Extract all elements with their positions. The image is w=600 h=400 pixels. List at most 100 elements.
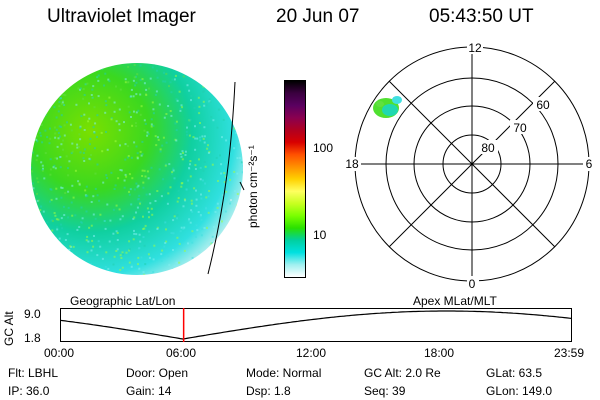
speckle-pixel (199, 122, 201, 124)
speckle-pixel (147, 133, 150, 135)
speckle-pixel (156, 228, 159, 230)
speckle-pixel (47, 261, 50, 264)
speckle-pixel (209, 101, 212, 103)
speckle-pixel (87, 240, 90, 243)
apex-mlat-mlt-label: Apex MLat/MLT (413, 294, 497, 308)
speckle-pixel (88, 226, 91, 229)
speckle-pixel (233, 147, 236, 150)
speckle-pixel (161, 144, 164, 147)
speckle-pixel (220, 265, 223, 268)
speckle-pixel (79, 126, 82, 129)
speckle-pixel (199, 139, 202, 142)
speckle-pixel (225, 190, 228, 193)
speckle-pixel (33, 228, 36, 230)
speckle-pixel (220, 172, 223, 175)
speckle-pixel (128, 240, 131, 243)
speckle-pixel (44, 152, 47, 155)
x-tick-18: 18:00 (424, 346, 455, 360)
polar-diagonal-2 (388, 80, 556, 248)
speckle-pixel (58, 237, 61, 240)
speckle-pixel (94, 217, 97, 220)
speckle-pixel (100, 131, 103, 134)
speckle-pixel (138, 247, 141, 250)
status-gain: Gain: 14 (126, 384, 172, 398)
x-tick-12: 12:00 (296, 346, 327, 360)
speckle-pixel (31, 224, 34, 227)
speckle-pixel (60, 125, 63, 128)
speckle-pixel (171, 171, 174, 174)
speckle-pixel (150, 166, 153, 169)
speckle-pixel (226, 260, 229, 263)
speckle-pixel (210, 242, 213, 245)
speckle-pixel (97, 74, 100, 77)
speckle-pixel (176, 214, 179, 217)
speckle-pixel (119, 268, 122, 271)
speckle-pixel (42, 117, 45, 120)
speckle-pixel (137, 109, 140, 112)
speckle-pixel (181, 106, 183, 109)
speckle-pixel (217, 180, 219, 182)
speckle-pixel (226, 103, 229, 106)
speckle-pixel (210, 267, 213, 270)
speckle-pixel (213, 257, 216, 260)
speckle-pixel (168, 163, 171, 166)
speckle-pixel (56, 259, 59, 261)
speckle-pixel (33, 77, 36, 80)
speckle-pixel (130, 265, 133, 268)
speckle-pixel (168, 85, 170, 88)
speckle-pixel (115, 230, 118, 233)
speckle-pixel (60, 114, 63, 117)
speckle-pixel (143, 273, 146, 275)
speckle-pixel (82, 73, 85, 75)
speckle-pixel (138, 194, 141, 197)
speckle-pixel (150, 125, 153, 128)
speckle-pixel (130, 88, 133, 91)
speckle-pixel (179, 230, 182, 233)
speckle-pixel (150, 207, 153, 210)
speckle-pixel (44, 114, 47, 117)
speckle-pixel (182, 75, 185, 78)
speckle-pixel (165, 228, 167, 231)
speckle-pixel (133, 64, 136, 66)
speckle-pixel (199, 215, 202, 218)
speckle-pixel (163, 71, 165, 74)
speckle-pixel (62, 100, 65, 103)
speckle-pixel (151, 101, 154, 104)
speckle-pixel (64, 239, 67, 241)
speckle-pixel (64, 259, 67, 262)
speckle-pixel (40, 88, 42, 91)
intensity-colorbar (284, 80, 306, 278)
speckle-pixel (230, 199, 232, 201)
speckle-pixel (92, 65, 94, 68)
speckle-pixel (136, 73, 139, 76)
speckle-pixel (96, 76, 99, 79)
speckle-pixel (129, 248, 131, 251)
speckle-pixel (201, 135, 204, 138)
speckle-pixel (128, 269, 131, 272)
speckle-pixel (91, 265, 94, 268)
speckle-pixel (238, 261, 241, 264)
speckle-pixel (69, 123, 72, 126)
speckle-pixel (182, 205, 185, 208)
speckle-pixel (94, 172, 97, 175)
speckle-pixel (32, 231, 35, 234)
speckle-pixel (56, 228, 59, 231)
status-gc-alt: GC Alt: 2.0 Re (364, 366, 441, 380)
speckle-pixel (228, 99, 231, 102)
speckle-pixel (142, 181, 145, 184)
speckle-pixel (96, 254, 99, 257)
speckle-pixel (161, 249, 164, 252)
speckle-pixel (236, 204, 239, 207)
speckle-pixel (93, 235, 95, 237)
speckle-pixel (66, 233, 69, 236)
speckle-pixel (121, 251, 124, 254)
speckle-pixel (41, 141, 44, 144)
colorbar-unit-label: photon cm⁻²s⁻¹ (246, 145, 260, 228)
speckle-pixel (153, 244, 156, 247)
speckle-pixel (197, 211, 200, 213)
speckle-pixel (112, 263, 115, 266)
speckle-pixel (86, 70, 89, 72)
speckle-pixel (93, 131, 96, 134)
speckle-pixel (195, 198, 198, 201)
speckle-pixel (147, 177, 150, 180)
